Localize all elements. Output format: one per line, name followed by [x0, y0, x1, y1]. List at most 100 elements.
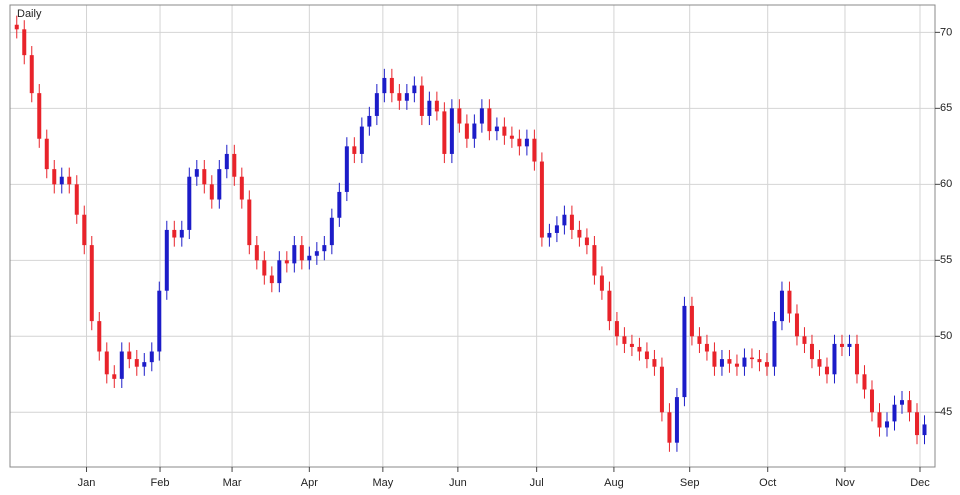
candle-body: [224, 153, 229, 170]
candle-body: [584, 237, 589, 246]
candle-body: [832, 343, 837, 375]
candle-body: [397, 93, 402, 101]
candle-body: [749, 357, 754, 360]
candle-body: [674, 397, 679, 443]
x-tick-label: Jan: [78, 477, 96, 489]
candle-body: [269, 275, 274, 284]
candle-body: [239, 176, 244, 200]
x-tick-label: Jul: [530, 477, 544, 489]
candle-body: [254, 245, 259, 261]
candle-body: [757, 359, 762, 363]
y-tick-label: 50: [940, 330, 952, 342]
series-label: Daily: [17, 8, 42, 20]
x-tick-label: Oct: [759, 477, 776, 489]
candle-body: [74, 184, 79, 215]
candle-body: [539, 161, 544, 238]
candle-body: [764, 362, 769, 367]
candle-body: [629, 343, 634, 347]
candle-body: [472, 123, 477, 139]
candle-body: [382, 77, 387, 94]
candle-body: [907, 400, 912, 413]
x-tick-label: Dec: [910, 477, 930, 489]
candle-body: [262, 260, 267, 276]
candle-body: [299, 245, 304, 261]
y-tick-label: 55: [940, 254, 952, 266]
candle-body: [742, 357, 747, 367]
candle-body: [67, 176, 72, 185]
candle-body: [82, 214, 87, 246]
candle-body: [614, 321, 619, 337]
candle-body: [487, 108, 492, 132]
candle-body: [89, 245, 94, 322]
candle-body: [412, 85, 417, 94]
x-tick-label: Jun: [449, 477, 467, 489]
candle-body: [824, 366, 829, 375]
candle-body: [532, 138, 537, 162]
candle-body: [97, 321, 102, 352]
candle-body: [434, 100, 439, 112]
candle-body: [637, 346, 642, 352]
candle-body: [727, 359, 732, 364]
candle-body: [862, 374, 867, 390]
x-tick-label: Aug: [604, 477, 624, 489]
candle-body: [839, 343, 844, 347]
candle-body: [337, 191, 342, 218]
candle-body: [644, 351, 649, 360]
candle-body: [607, 290, 612, 322]
candle-body: [359, 126, 364, 154]
candle-body: [734, 363, 739, 367]
candle-body: [599, 275, 604, 291]
candle-body: [577, 229, 582, 238]
candle-body: [547, 232, 552, 238]
candle-body: [247, 199, 252, 246]
candle-body: [877, 412, 882, 428]
candle-body: [622, 336, 627, 344]
candle-body: [119, 351, 124, 379]
candle-body: [284, 260, 289, 264]
x-tick-label: Sep: [680, 477, 700, 489]
candle-body: [479, 108, 484, 124]
candle-body: [134, 359, 139, 367]
candle-body: [419, 85, 424, 116]
candle-body: [292, 245, 297, 264]
x-tick-label: Mar: [223, 477, 242, 489]
candle-body: [307, 255, 312, 261]
candle-body: [517, 138, 522, 147]
candle-body: [164, 229, 169, 291]
candle-body: [142, 362, 147, 367]
candle-body: [329, 217, 334, 246]
candle-body: [524, 138, 529, 147]
candle-body: [104, 351, 109, 375]
candle-body: [652, 359, 657, 367]
candle-body: [322, 245, 327, 252]
candle-body: [457, 108, 462, 124]
candle-body: [854, 343, 859, 375]
candle-body: [884, 421, 889, 428]
candle-body: [869, 389, 874, 413]
candle-body: [892, 404, 897, 422]
candle-body: [52, 169, 57, 185]
candle-body: [802, 336, 807, 344]
candle-body: [554, 225, 559, 233]
candle-body: [277, 260, 282, 284]
candle-body: [922, 424, 927, 436]
candle-body: [14, 24, 19, 30]
candle-body: [217, 169, 222, 200]
candle-body: [719, 359, 724, 367]
candle-body: [44, 138, 49, 170]
candle-body: [787, 290, 792, 314]
candle-body: [22, 29, 27, 56]
candle-body: [179, 229, 184, 238]
candle-body: [172, 229, 177, 238]
candle-body: [697, 336, 702, 344]
candle-body: [682, 305, 687, 398]
candle-body: [794, 313, 799, 337]
candle-body: [404, 93, 409, 101]
candle-body: [127, 351, 132, 360]
candle-body: [194, 169, 199, 177]
candle-body: [704, 343, 709, 352]
candle-body: [817, 359, 822, 367]
candles: [14, 15, 927, 452]
